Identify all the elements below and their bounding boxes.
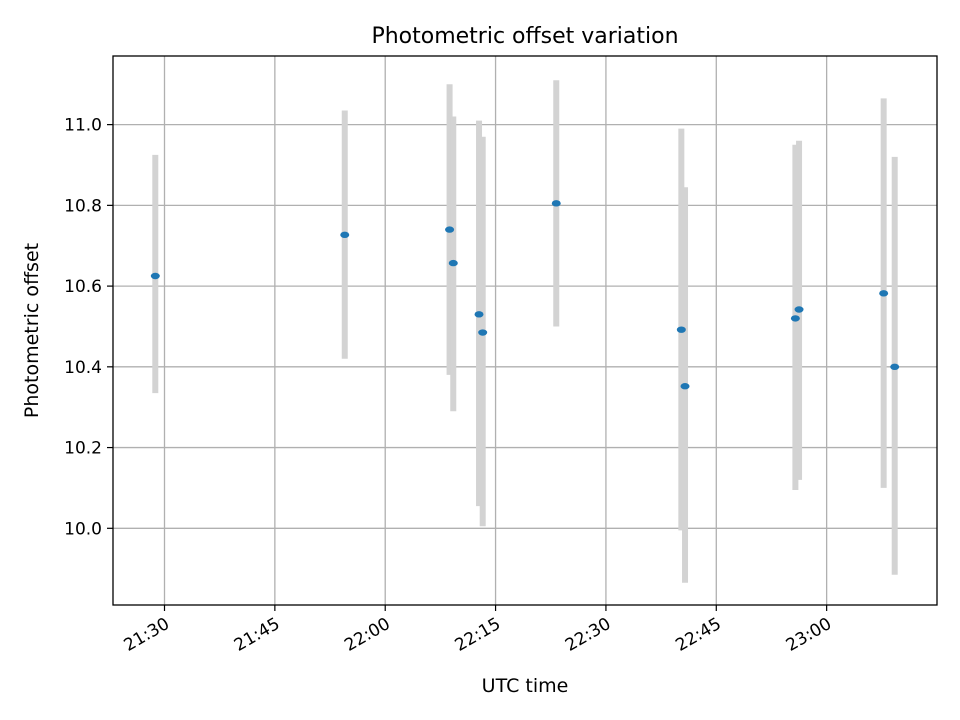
y-tick-label: 10.8 (64, 196, 102, 216)
x-tick-label: 23:00 (783, 614, 835, 656)
plot-frame (112, 55, 938, 606)
data-point (676, 326, 686, 333)
grid (113, 56, 937, 605)
y-axis-label: Photometric offset (21, 243, 43, 418)
x-axis-label: UTC time (482, 675, 569, 697)
data-point (474, 311, 484, 318)
y-tick-label: 10.4 (64, 358, 102, 378)
data-point (551, 200, 561, 207)
x-tick-label: 21:45 (231, 614, 283, 656)
chart-title: Photometric offset variation (371, 24, 678, 49)
y-tick-label: 10.0 (64, 519, 102, 539)
data-point (790, 315, 800, 322)
x-tick-label: 22:45 (672, 614, 724, 656)
data-point (478, 329, 488, 336)
data-point (445, 226, 455, 233)
x-axis-ticks: 21:30 21:45 22:00 22:15 22:30 22:45 23:00 (121, 605, 835, 656)
y-tick-label: 10.2 (64, 439, 102, 459)
data-points (150, 200, 900, 390)
x-tick-label: 22:00 (341, 614, 393, 656)
error-bars (152, 80, 898, 583)
y-tick-label: 10.6 (64, 277, 102, 297)
data-point (890, 363, 900, 371)
data-point (448, 259, 458, 267)
data-point (794, 306, 804, 313)
y-tick-label: 11.0 (64, 116, 102, 136)
data-point (150, 272, 160, 280)
x-tick-label: 22:30 (562, 614, 614, 656)
y-axis-ticks: 10.0 10.2 10.4 10.6 10.8 11.0 (64, 116, 113, 539)
data-point (879, 290, 889, 297)
x-tick-label: 22:15 (452, 614, 504, 656)
data-point (340, 231, 350, 239)
x-tick-label: 21:30 (121, 614, 173, 656)
data-point (680, 383, 690, 390)
